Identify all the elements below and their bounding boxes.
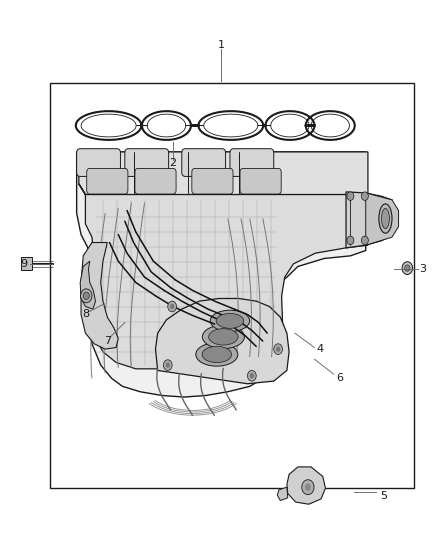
FancyBboxPatch shape [192, 168, 233, 194]
Polygon shape [81, 243, 118, 349]
Circle shape [276, 346, 280, 352]
Ellipse shape [379, 204, 392, 233]
Circle shape [405, 265, 410, 271]
Circle shape [247, 370, 256, 381]
Ellipse shape [208, 329, 238, 345]
Circle shape [250, 373, 254, 378]
Ellipse shape [202, 346, 232, 362]
FancyBboxPatch shape [240, 168, 281, 194]
Polygon shape [76, 111, 355, 140]
Polygon shape [346, 192, 392, 248]
Text: 3: 3 [419, 264, 426, 274]
Ellipse shape [196, 343, 238, 366]
Circle shape [168, 301, 177, 312]
Polygon shape [80, 261, 95, 309]
Ellipse shape [202, 325, 244, 349]
FancyBboxPatch shape [87, 168, 128, 194]
Polygon shape [287, 467, 325, 504]
Circle shape [302, 480, 314, 495]
Circle shape [83, 292, 89, 300]
Polygon shape [155, 298, 289, 384]
Circle shape [361, 192, 368, 200]
Text: 8: 8 [82, 310, 89, 319]
Text: 5: 5 [380, 491, 387, 500]
Circle shape [274, 344, 283, 354]
Circle shape [347, 192, 354, 200]
Text: 7: 7 [104, 336, 111, 346]
Circle shape [361, 236, 368, 245]
Circle shape [81, 289, 92, 303]
Polygon shape [79, 152, 368, 195]
Circle shape [163, 360, 172, 370]
Ellipse shape [210, 310, 250, 332]
Text: 2: 2 [170, 158, 177, 167]
FancyBboxPatch shape [125, 149, 169, 176]
Circle shape [402, 262, 413, 274]
Circle shape [166, 362, 170, 368]
FancyBboxPatch shape [21, 257, 32, 270]
Circle shape [305, 483, 311, 491]
Polygon shape [277, 487, 288, 500]
Circle shape [347, 236, 354, 245]
Text: 4: 4 [316, 344, 323, 354]
Ellipse shape [216, 313, 244, 328]
Bar [50, 83, 414, 488]
FancyBboxPatch shape [77, 149, 120, 176]
Polygon shape [79, 184, 368, 369]
Polygon shape [77, 152, 366, 397]
FancyBboxPatch shape [182, 149, 226, 176]
Text: 9: 9 [21, 259, 28, 269]
Text: 6: 6 [336, 374, 343, 383]
FancyBboxPatch shape [135, 168, 176, 194]
Polygon shape [366, 193, 399, 245]
Text: 1: 1 [218, 41, 225, 50]
Circle shape [170, 304, 174, 309]
FancyBboxPatch shape [230, 149, 274, 176]
Ellipse shape [381, 208, 389, 229]
